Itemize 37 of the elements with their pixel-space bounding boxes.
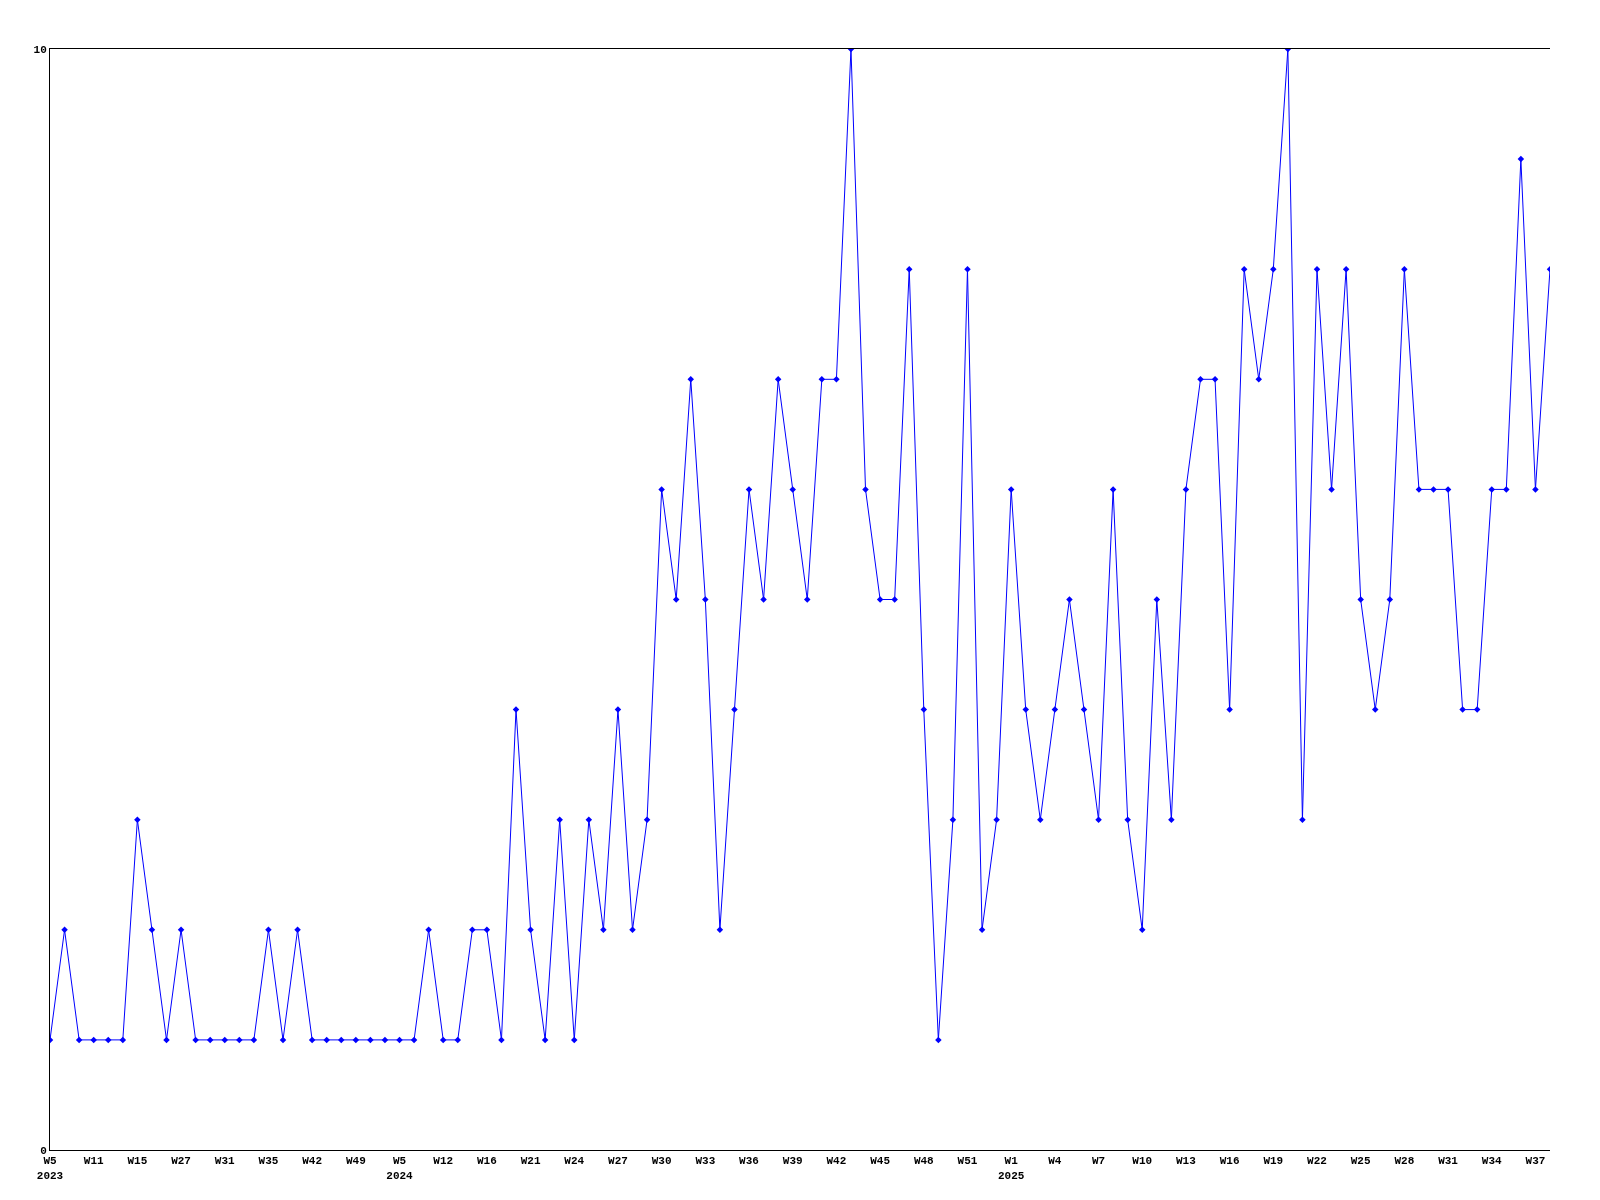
y-tick-label: 0 <box>40 1144 47 1157</box>
x-tick-label: W31 <box>214 1155 236 1168</box>
x-tick-label: W27 <box>608 1155 628 1168</box>
x-tick-label: W49 <box>345 1155 366 1168</box>
x-tick-label: W5 2023 <box>36 1155 64 1182</box>
x-tick-label: W33 <box>695 1155 716 1168</box>
x-tick-label: W7 <box>1091 1155 1106 1168</box>
x-tick-label: W13 <box>1176 1155 1197 1168</box>
x-tick-label: W28 <box>1394 1155 1415 1168</box>
x-tick-label: W36 <box>739 1155 759 1168</box>
x-tick-label: W19 <box>1263 1155 1284 1168</box>
x-tick-label: W42 <box>826 1155 847 1168</box>
x-tick-label: W35 <box>258 1155 279 1168</box>
y-tick-label: 10 <box>33 43 47 56</box>
x-tick-label: W10 <box>1132 1155 1153 1168</box>
x-tick-label: W39 <box>782 1155 803 1168</box>
x-tick-label: W4 <box>1048 1155 1062 1168</box>
x-tick-label: W31 <box>1438 1155 1459 1168</box>
x-tick-label: W34 <box>1481 1155 1503 1168</box>
x-tick-label: W22 <box>1307 1155 1327 1168</box>
x-tick-label: W5 2024 <box>386 1155 414 1182</box>
x-tick-label: W16 <box>1219 1155 1240 1168</box>
x-tick-label: W15 <box>127 1155 148 1168</box>
x-tick-label: W1 2025 <box>997 1155 1025 1182</box>
x-tick-label: W51 <box>957 1155 978 1168</box>
x-tick-label: W48 <box>913 1155 935 1168</box>
x-tick-label: W42 <box>302 1155 323 1168</box>
x-tick-label: W24 <box>564 1155 585 1168</box>
x-tick-label: W11 <box>83 1155 104 1168</box>
x-tick-label: W21 <box>520 1155 541 1168</box>
x-tick-label: W27 <box>171 1155 191 1168</box>
x-tick-label: W45 <box>870 1155 891 1168</box>
x-tick-label: W25 <box>1350 1155 1371 1168</box>
x-tick-label: W16 <box>476 1155 497 1168</box>
x-tick-label: W12 <box>433 1155 454 1168</box>
x-tick-label: W37 <box>1525 1155 1546 1168</box>
x-tick-label: W30 <box>651 1155 672 1168</box>
